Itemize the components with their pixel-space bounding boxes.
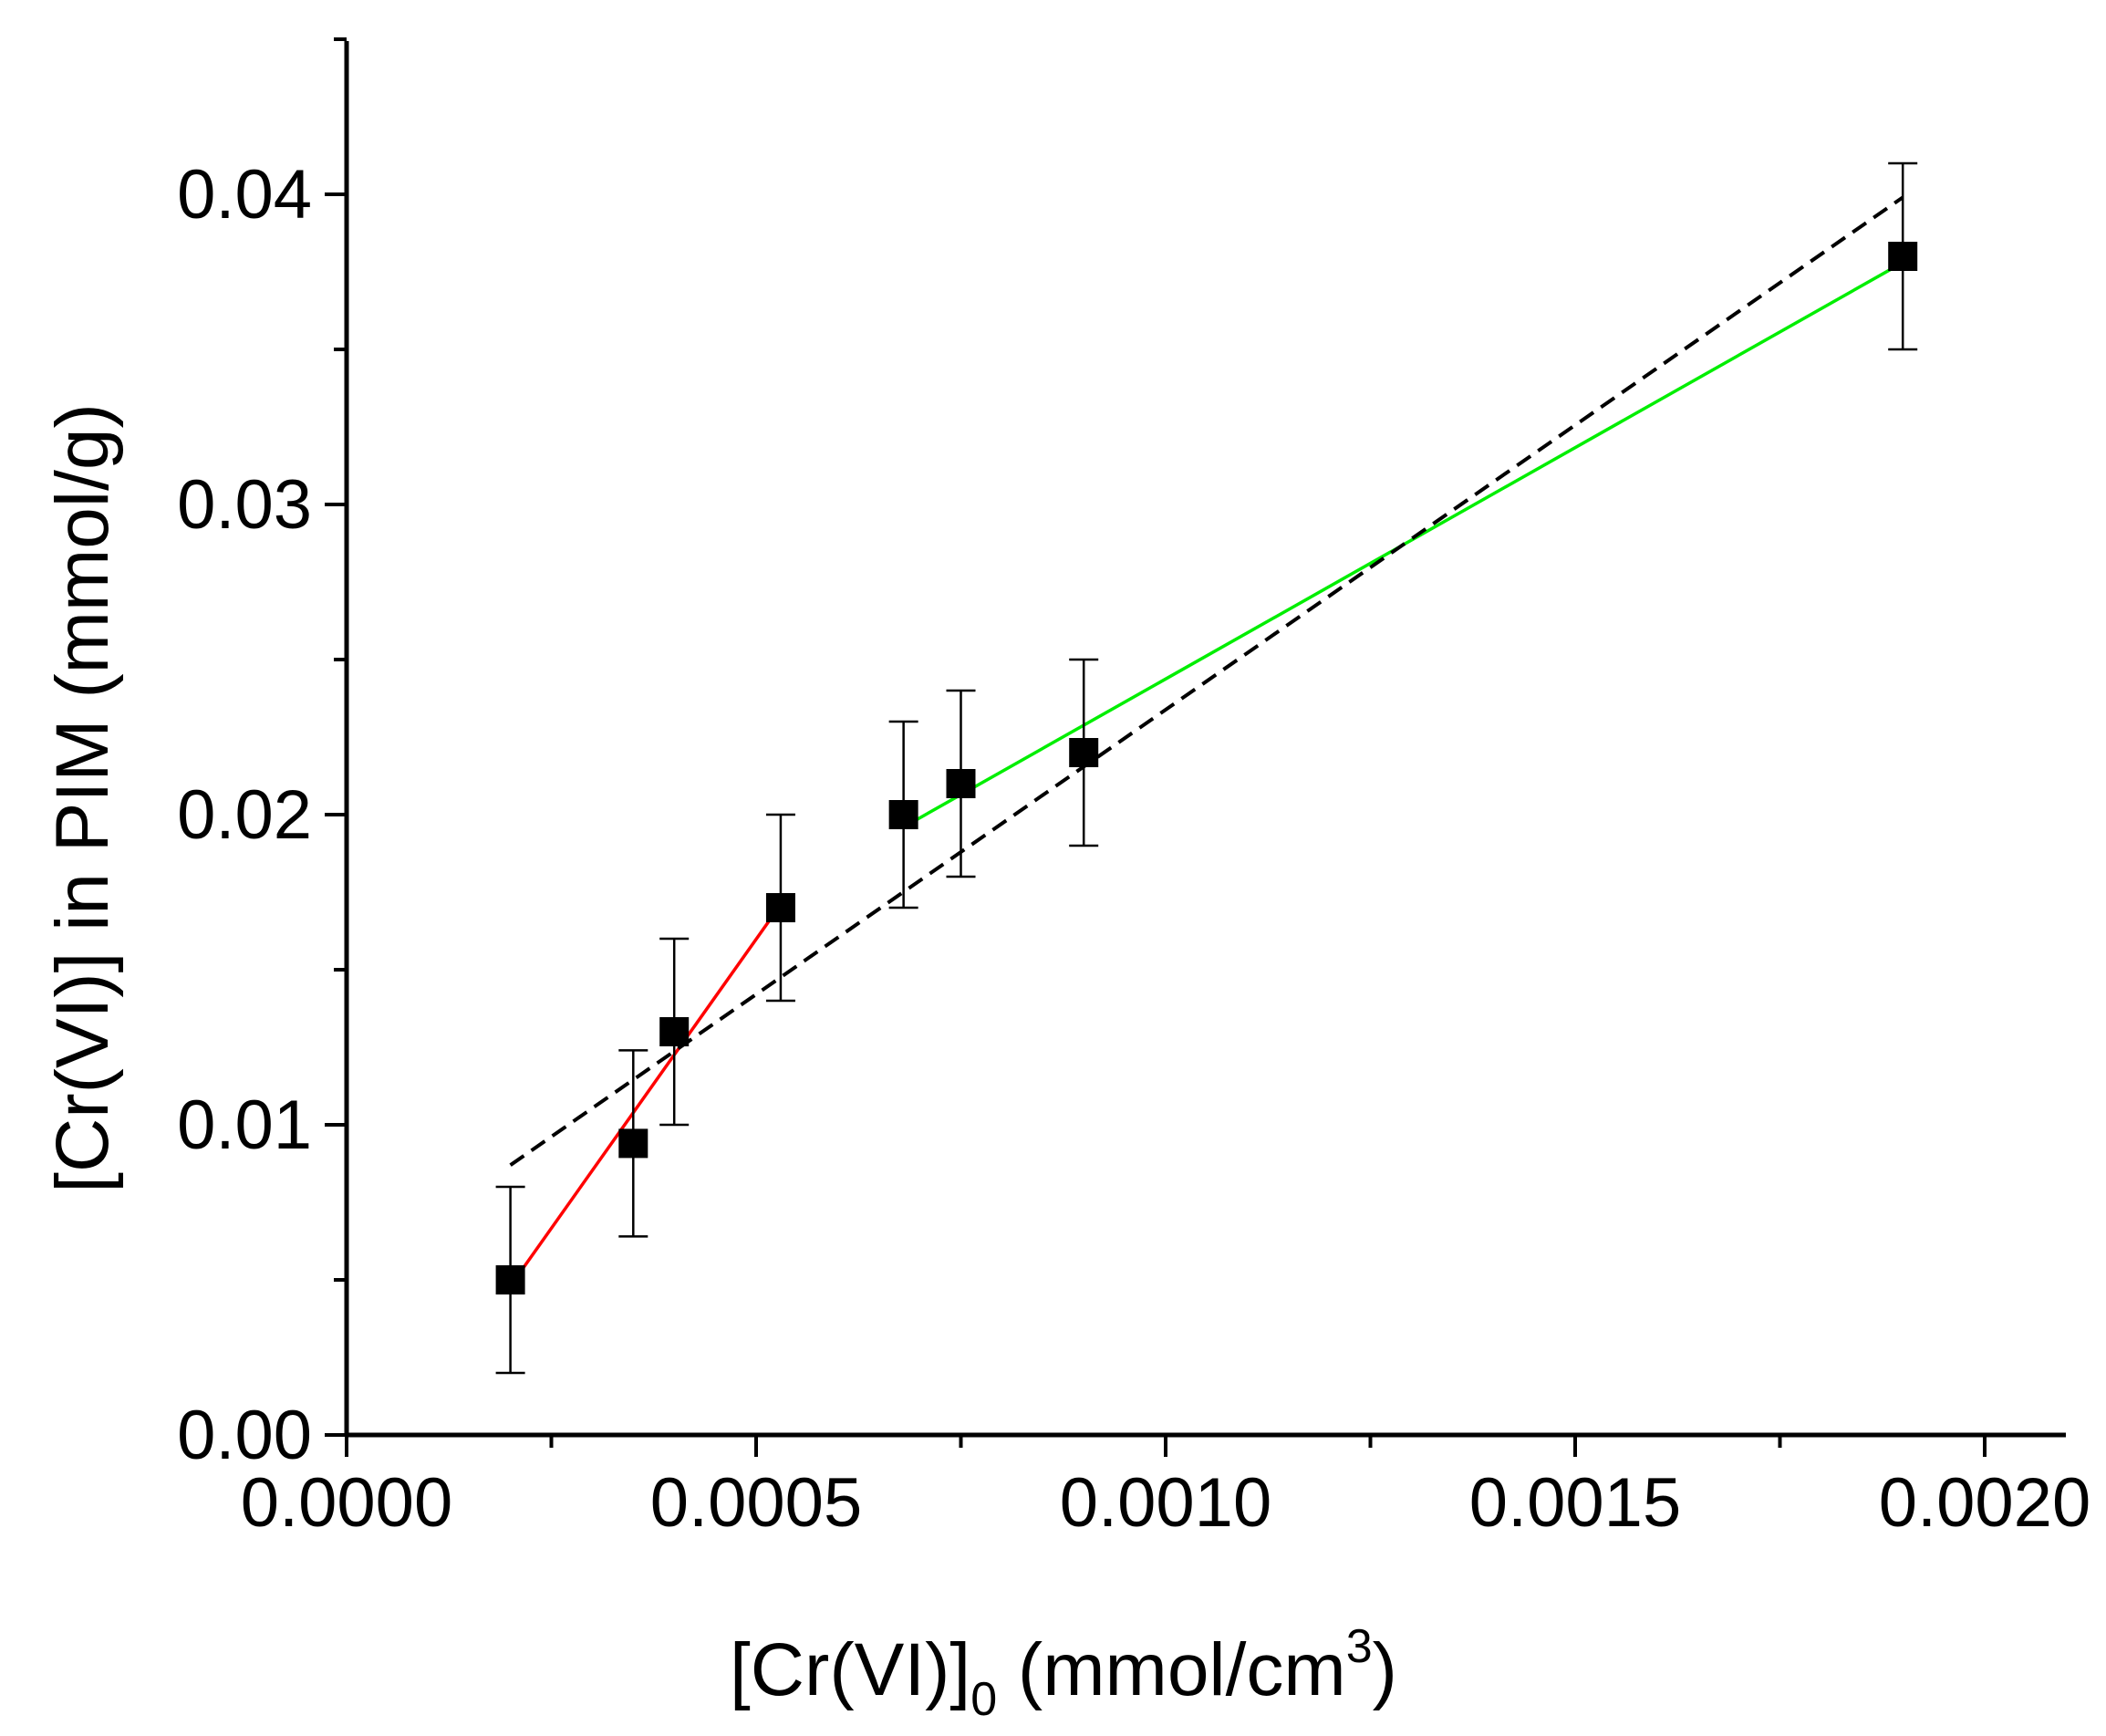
y-axis-title: [Cr(VI)] in PIM (mmol/g) bbox=[41, 403, 124, 1193]
x-tick-label: 0.0000 bbox=[241, 1464, 452, 1542]
x-axis-title-unit-prefix: (mmol/cm bbox=[997, 1628, 1346, 1711]
x-tick-label: 0.0015 bbox=[1469, 1464, 1681, 1542]
axes bbox=[344, 41, 2066, 1438]
y-tick-label: 0.00 bbox=[177, 1397, 312, 1474]
data-point bbox=[765, 893, 795, 922]
ticks: 0.0000 0.0005 0.0010 0.0015 0.0020 0.00 0.01 0.… bbox=[177, 37, 2090, 1542]
data-point bbox=[946, 769, 976, 798]
y-tick-label: 0.01 bbox=[177, 1086, 312, 1164]
x-tick-label: 0.0020 bbox=[1879, 1464, 2090, 1542]
data-point bbox=[1069, 738, 1099, 767]
x-axis-title: [Cr(VI)]0 (mmol/cm3) bbox=[730, 1620, 1397, 1726]
x-axis-title-unit-suffix: ) bbox=[1373, 1628, 1397, 1711]
fit-line-3 bbox=[509, 195, 1904, 1167]
x-tick-label: 0.0005 bbox=[650, 1464, 862, 1542]
y-tick-label: 0.04 bbox=[177, 156, 312, 234]
x-axis-title-main: [Cr(VI)] bbox=[730, 1628, 970, 1711]
fit-lines bbox=[509, 195, 1904, 1287]
x-axis-title-superscript: 3 bbox=[1346, 1620, 1373, 1673]
x-tick-label: 0.0010 bbox=[1060, 1464, 1271, 1542]
y-tick-label: 0.02 bbox=[177, 776, 312, 854]
x-axis-title-subscript: 0 bbox=[970, 1673, 997, 1726]
data-points bbox=[495, 242, 1918, 1294]
data-point bbox=[495, 1265, 525, 1294]
y-tick-label: 0.03 bbox=[177, 466, 312, 544]
data-point bbox=[618, 1128, 648, 1159]
data-point bbox=[659, 1017, 690, 1046]
data-point bbox=[1888, 242, 1918, 271]
data-point bbox=[888, 800, 918, 829]
fit-line-1 bbox=[509, 903, 783, 1287]
error-bars bbox=[495, 161, 1918, 1375]
